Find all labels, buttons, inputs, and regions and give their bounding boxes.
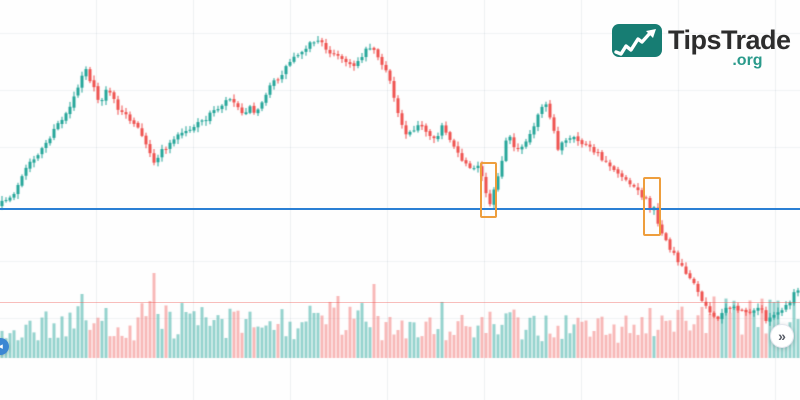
trend-up-arrow-icon <box>612 24 662 63</box>
horizontal-support-line[interactable] <box>0 208 800 210</box>
highlight-box-first-break <box>480 162 497 218</box>
scroll-left-button[interactable]: ◂ <box>0 338 9 355</box>
scroll-to-latest-button[interactable]: » <box>770 324 794 348</box>
double-chevron-right-icon: » <box>778 328 786 344</box>
faint-red-level-line <box>0 302 800 303</box>
brand-name: TipsTrade <box>668 25 791 55</box>
highlight-box-second-break <box>643 177 661 236</box>
brand-tld: .org <box>732 52 763 69</box>
arrow-left-icon: ◂ <box>0 341 3 351</box>
tipstrade-logo: TipsTrade .org <box>612 24 791 69</box>
